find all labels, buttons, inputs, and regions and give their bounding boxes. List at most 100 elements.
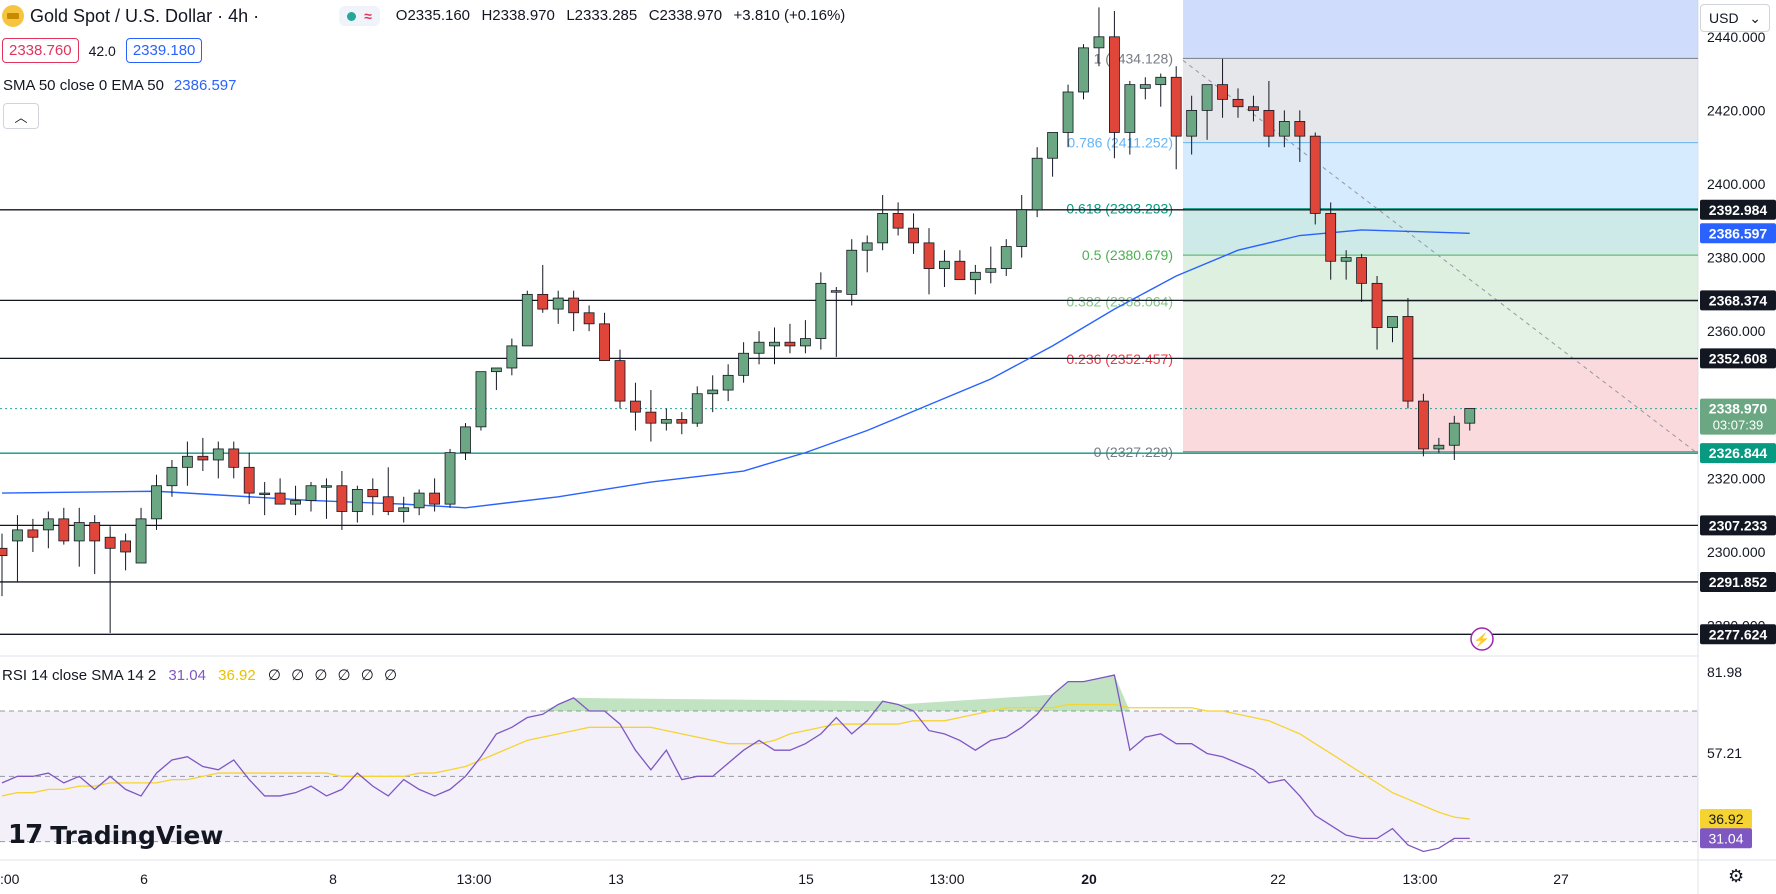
sell-price-button[interactable]: 2338.760: [2, 38, 79, 63]
candle: [676, 412, 688, 435]
candle-body: [1294, 121, 1306, 137]
fib-level-label: 0.786 (2411.252): [1067, 135, 1173, 151]
collapse-legend-button[interactable]: ︿: [3, 103, 39, 129]
fib-zone: [1183, 255, 1698, 302]
candle: [691, 386, 703, 427]
price-tick-label: 2440.000: [1707, 29, 1766, 45]
rsi-pane: 81.98 57.21 36.92 31.04: [0, 664, 1752, 853]
candle-body: [1309, 135, 1321, 214]
currency-selector[interactable]: USD ⌄: [1700, 4, 1770, 32]
candle: [398, 496, 410, 523]
candle: [1201, 84, 1213, 140]
candle: [413, 489, 425, 516]
open-value: O2335.160: [395, 7, 471, 24]
candle: [181, 441, 193, 486]
symbol-title[interactable]: Gold Spot / U.S. Dollar · 4h ·: [30, 5, 260, 26]
candle-body: [1155, 76, 1167, 86]
buy-price-button[interactable]: 2339.180: [125, 38, 203, 63]
settings-icon[interactable]: ⚙: [1728, 866, 1745, 886]
price-tick-label: 2320.000: [1707, 470, 1766, 486]
rsi-sma-line: [1, 703, 1470, 820]
candle: [1309, 132, 1321, 225]
candle-body: [537, 293, 549, 310]
fib-level-label: 1 (2434.128): [1094, 50, 1173, 66]
candle: [908, 213, 919, 254]
candle-body: [784, 341, 796, 347]
candle-body: [645, 411, 657, 424]
time-axis: :00 6 8 13:00 13 15 13:00 20 22 13:00 27: [0, 871, 1569, 887]
price-tick-label: 2380.000: [1707, 250, 1766, 266]
candle: [552, 290, 564, 324]
time-tick-label: 6: [140, 871, 148, 887]
candle-body: [475, 371, 487, 428]
time-tick-label: 8: [329, 871, 337, 887]
level-price-label: 2368.374: [1700, 290, 1776, 311]
candle: [1294, 110, 1306, 162]
candle: [1109, 11, 1120, 159]
sma-price-label-box: [1700, 223, 1776, 244]
candle: [537, 264, 549, 313]
candle-body: [151, 485, 162, 520]
candle-body: [985, 268, 997, 273]
candle-body: [908, 227, 919, 244]
time-tick-label: :00: [0, 871, 20, 887]
brand-name: TradingView: [50, 820, 224, 850]
candle: [475, 371, 487, 431]
candle: [27, 518, 39, 552]
candle-body: [382, 496, 394, 512]
tradingview-logo[interactable]: 17 TradingView: [8, 820, 223, 850]
candle: [135, 507, 147, 564]
candle-body: [954, 260, 966, 281]
current-price-label-box: [1700, 398, 1776, 435]
candle-body: [1170, 76, 1182, 137]
time-tick-label: 27: [1553, 871, 1569, 887]
indicator-legend[interactable]: SMA 50 close 0 EMA 50 2386.597: [3, 77, 237, 94]
candle: [769, 327, 780, 365]
current-price-label-text: 2338.970: [1709, 401, 1768, 417]
market-status-pill[interactable]: ≈: [339, 6, 380, 26]
candle: [1371, 275, 1383, 350]
candle-body: [73, 522, 85, 542]
chevron-down-icon: ⌄: [1749, 9, 1761, 26]
data-wave-icon: ≈: [364, 8, 372, 24]
change-value: +3.810 (+0.16%): [733, 7, 846, 24]
lightning-icon: ⚡: [1474, 632, 1490, 648]
candle-body: [1000, 246, 1012, 270]
candle: [228, 441, 240, 479]
rsi-label: RSI 14 close SMA 14 2: [2, 667, 157, 684]
candle-body: [660, 419, 672, 424]
candle-body: [815, 282, 827, 339]
candle-body: [460, 426, 471, 454]
candle-body: [1047, 132, 1058, 159]
rsi-sma-value: 36.92: [218, 667, 256, 684]
candle-body: [861, 242, 873, 251]
rsi-legend[interactable]: RSI 14 close SMA 14 2 31.04 36.92 ∅ ∅ ∅ …: [2, 666, 400, 684]
candle-body: [1263, 109, 1275, 137]
candle-body: [274, 492, 286, 505]
rsi-current-label-box: [1700, 809, 1752, 830]
candle: [1232, 88, 1244, 118]
candle: [753, 331, 765, 365]
lightning-event-icon-circle: [1470, 627, 1494, 651]
candle: [707, 375, 719, 413]
high-value: H2338.970: [481, 7, 555, 24]
level-price-label-box: [1700, 571, 1776, 592]
candle: [429, 478, 441, 512]
candle: [1093, 7, 1105, 67]
candle-body: [58, 518, 70, 542]
candle: [1016, 195, 1028, 258]
level-price-label-box: [1700, 199, 1776, 220]
ohlc-values: O2335.160 H2338.970 L2333.285 C2338.970 …: [396, 7, 853, 25]
candle: [969, 264, 981, 295]
candle: [89, 515, 101, 575]
candle: [444, 448, 456, 508]
candle-body: [1356, 257, 1367, 284]
candle-body: [120, 540, 131, 553]
candle-body: [552, 297, 564, 310]
candle-body: [166, 466, 178, 487]
support-resistance-lines: [0, 209, 1698, 635]
candle-body: [722, 374, 734, 391]
level-price-label-text: 2291.852: [1709, 574, 1768, 590]
level-price-label-text: 2307.233: [1709, 517, 1768, 533]
